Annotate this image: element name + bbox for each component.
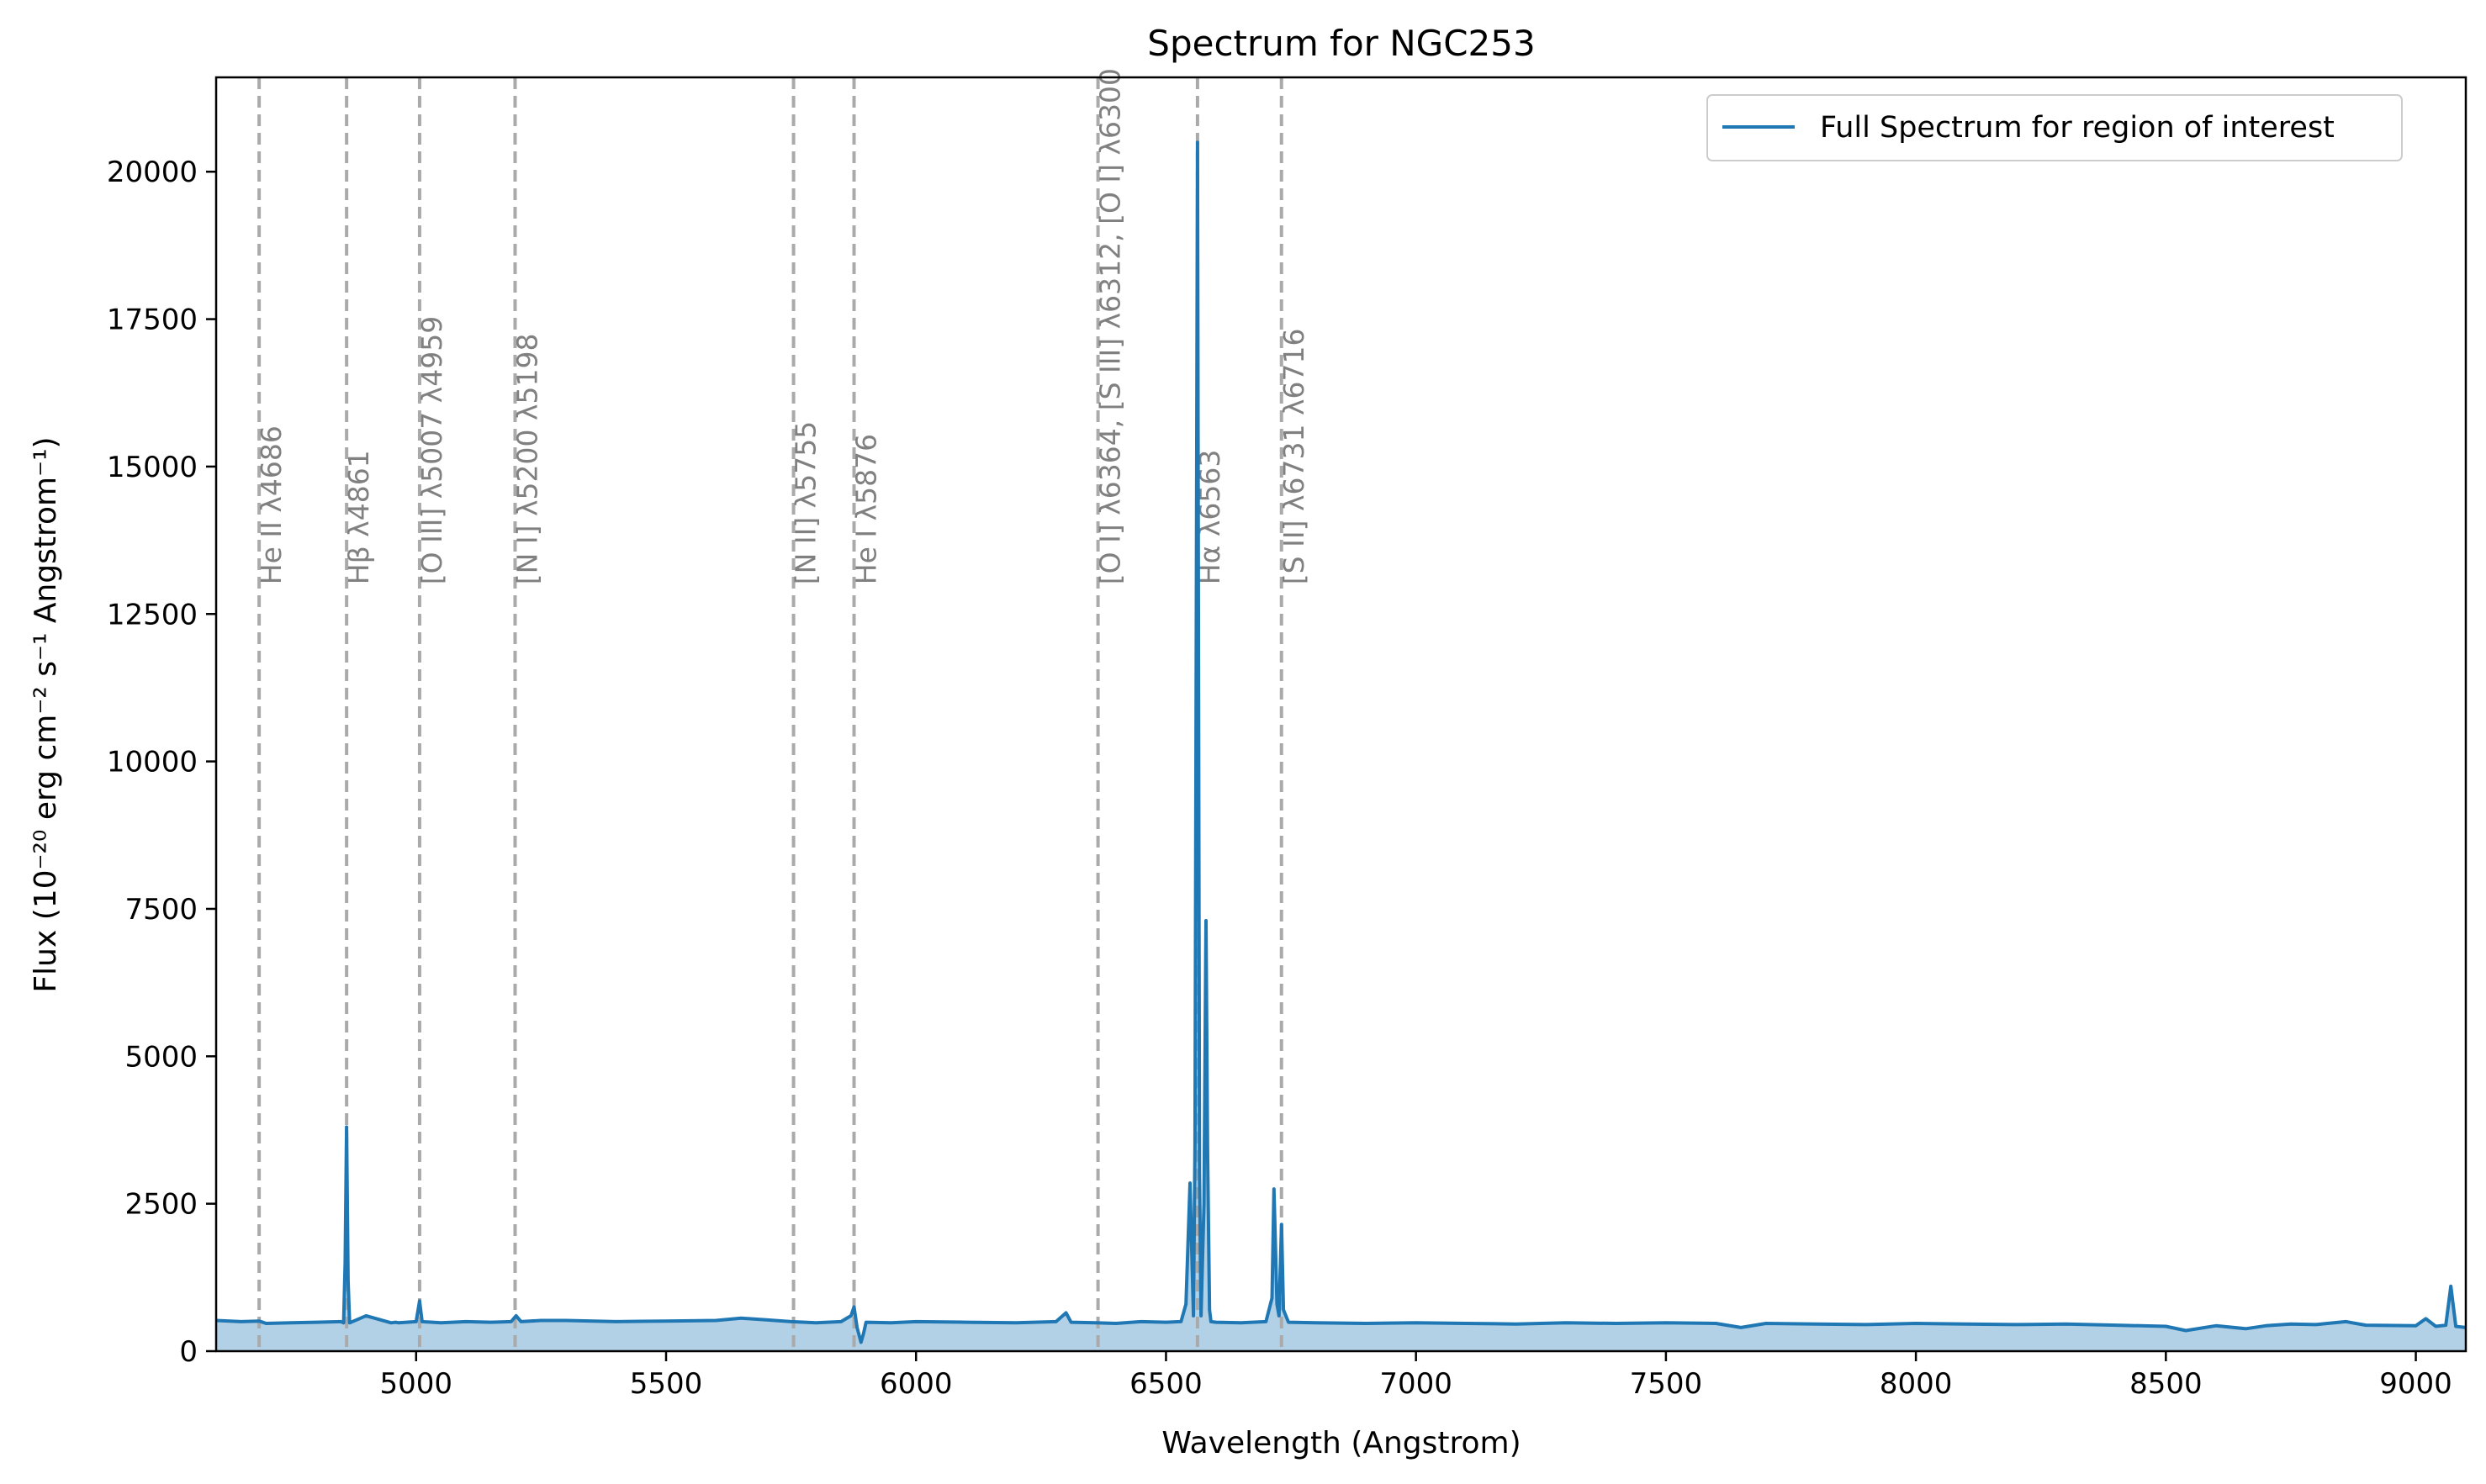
reference-line-label: [N I] λ5200 λ5198	[510, 334, 543, 585]
y-tick-label: 17500	[107, 304, 198, 337]
reference-line-label: Hβ λ4861	[342, 450, 375, 584]
legend-frame	[1706, 94, 2403, 161]
y-tick-label: 15000	[107, 451, 198, 484]
y-tick-label: 12500	[107, 598, 198, 631]
x-tick-label: 5000	[380, 1367, 453, 1401]
reference-line-label: He I λ5876	[850, 434, 883, 584]
y-tick-label: 5000	[124, 1040, 198, 1074]
y-axis-label: Flux (10⁻²⁰ erg cm⁻² s⁻¹ Angstrom⁻¹)	[29, 436, 63, 992]
x-tick-label: 7500	[1630, 1367, 1703, 1401]
x-tick-label: 6000	[880, 1367, 953, 1401]
chart-title: Spectrum for NGC253	[1147, 23, 1535, 64]
y-tick-label: 7500	[124, 893, 198, 927]
plot-area: He II λ4686 Hβ λ4861 [O III] λ5007 λ4959 [N…	[107, 68, 2467, 1401]
y-tick-label: 10000	[107, 746, 198, 779]
y-tick-label: 0	[179, 1335, 198, 1369]
reference-line-label: He II λ4686	[255, 425, 288, 584]
x-tick-label: 5500	[630, 1367, 703, 1401]
reference-line-label: [N II] λ5755	[790, 421, 822, 584]
x-tick-label: 8500	[2129, 1367, 2203, 1401]
x-tick-label: 6500	[1129, 1367, 1203, 1401]
y-tick-label: 2500	[124, 1188, 198, 1222]
reference-line-label: [O I] λ6364, [S III] λ6312, [O I] λ6300	[1094, 68, 1127, 584]
y-tick-label: 20000	[107, 156, 198, 189]
x-tick-label: 9000	[2379, 1367, 2452, 1401]
x-tick-label: 8000	[1880, 1367, 1953, 1401]
spectrum-line	[215, 140, 2467, 1344]
x-tick-label: 7000	[1379, 1367, 1452, 1401]
reference-line-label: [O III] λ5007 λ4959	[415, 316, 448, 584]
plot-frame	[214, 76, 2467, 1353]
reference-line-label: [S II] λ6731 λ6716	[1277, 329, 1310, 585]
x-axis-label: Wavelength (Angstrom)	[1161, 1426, 1521, 1460]
legend-entry-label: Full Spectrum for region of interest	[1820, 111, 2335, 145]
legend: Full Spectrum for region of interest	[1706, 94, 2403, 161]
